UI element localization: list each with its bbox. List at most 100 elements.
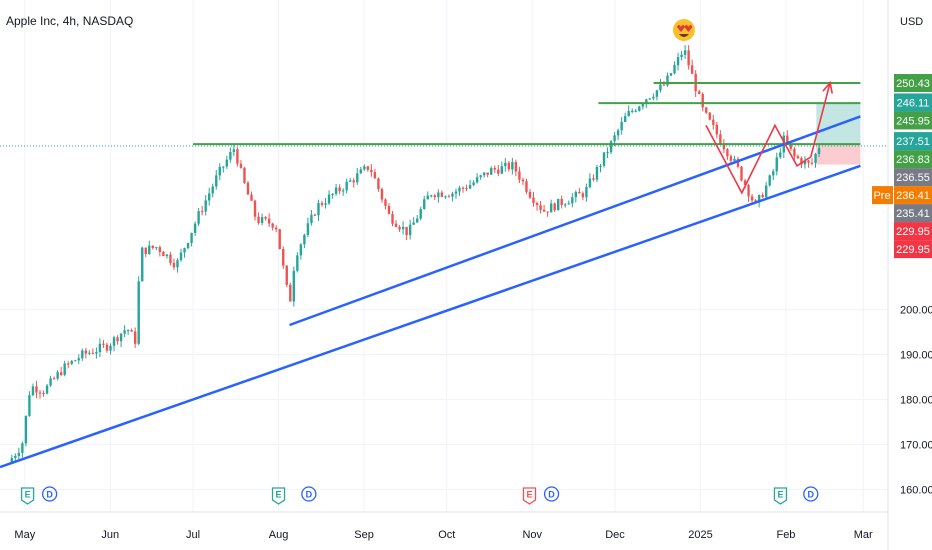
candle-body (169, 254, 172, 263)
candle-body (327, 194, 331, 204)
candle-body (616, 130, 620, 136)
emoji-mouth (678, 34, 689, 37)
chart-title[interactable]: Apple Inc, 4h, NASDAQ (6, 14, 134, 28)
candle-body (772, 171, 775, 176)
price-tag-label: 236.83 (896, 154, 930, 166)
candle-body (211, 186, 214, 194)
candle-body (571, 197, 574, 204)
heart-eyes-emoji-icon (672, 19, 695, 41)
candle-body (380, 188, 384, 200)
candle-body (81, 350, 84, 359)
candle-body (236, 149, 239, 164)
earnings-marker-label: E (25, 490, 31, 500)
candle-body (408, 224, 412, 236)
price-tag (894, 240, 932, 259)
candle-body (119, 333, 123, 342)
y-tick-label: 190.00 (900, 350, 932, 362)
candle-body (363, 166, 366, 170)
candle-body (334, 187, 338, 194)
pre-market-label: Pre (873, 190, 890, 202)
candle-body (126, 330, 130, 332)
candle-body (525, 181, 528, 192)
candle-body (303, 234, 306, 245)
candle-body (28, 395, 31, 416)
candle-body (296, 255, 299, 271)
candle-body (229, 152, 232, 160)
trendline (289, 115, 861, 327)
candle-body (740, 166, 743, 181)
candle-body (24, 415, 28, 444)
candle-body (59, 372, 63, 375)
x-tick-label: Dec (605, 529, 625, 541)
candle-body (88, 352, 91, 354)
price-tag (894, 150, 932, 169)
candle-body (31, 386, 35, 396)
candle-body (793, 148, 796, 157)
x-tick-label: Jul (186, 529, 200, 541)
y-tick-label: 200.00 (900, 305, 932, 317)
candle-body (398, 226, 401, 230)
candle-body (528, 191, 532, 198)
candle-body (669, 73, 673, 76)
candle-body (786, 135, 789, 144)
candle-body (208, 193, 211, 201)
candle-body (405, 226, 408, 236)
candle-body (440, 192, 444, 197)
price-series (10, 45, 821, 464)
candle-body (253, 200, 257, 217)
candle-body (750, 196, 754, 201)
candle-body (810, 162, 814, 164)
candle-body (52, 378, 56, 380)
candle-body (475, 177, 479, 183)
candle-body (757, 194, 761, 203)
candle-body (796, 156, 800, 159)
candle-body (151, 245, 155, 249)
candle-body (352, 180, 355, 183)
price-tag (894, 132, 932, 151)
price-tag (894, 168, 932, 187)
candle-body (623, 116, 627, 122)
candle-body (313, 214, 317, 216)
candle-body (289, 284, 292, 302)
trendline (0, 164, 861, 469)
candle-body (659, 84, 662, 91)
candle-body (514, 161, 518, 172)
candle-body (606, 152, 609, 154)
candle-body (634, 110, 637, 112)
candle-body (708, 112, 711, 120)
candle-body (338, 187, 341, 192)
candle-body (609, 141, 613, 153)
x-tick-label: Nov (522, 529, 542, 541)
candle-body (412, 222, 415, 225)
candle-body (764, 185, 768, 198)
candle-body (426, 195, 429, 200)
candle-body (800, 158, 803, 165)
candle-body (814, 153, 817, 163)
candle-body (574, 191, 578, 198)
x-tick-label: Feb (776, 529, 795, 541)
grid (0, 0, 888, 512)
candle-body (507, 162, 511, 170)
currency-label[interactable]: USD (900, 16, 924, 28)
price-tag (894, 222, 932, 241)
candle-body (246, 182, 250, 195)
candle-body (497, 169, 500, 174)
price-tag (894, 74, 932, 93)
candle-body (482, 172, 486, 176)
candle-body (42, 393, 45, 395)
x-tick-label: Sep (354, 529, 374, 541)
price-tag (894, 186, 932, 205)
candle-body (148, 245, 151, 255)
candle-body (518, 171, 521, 180)
candle-body (662, 84, 666, 86)
dividend-marker (543, 486, 560, 502)
candle-body (123, 330, 126, 334)
candle-body (257, 216, 260, 223)
candle-body (394, 223, 398, 227)
stop-zone (816, 145, 861, 165)
price-tag-label: 229.95 (896, 244, 930, 256)
